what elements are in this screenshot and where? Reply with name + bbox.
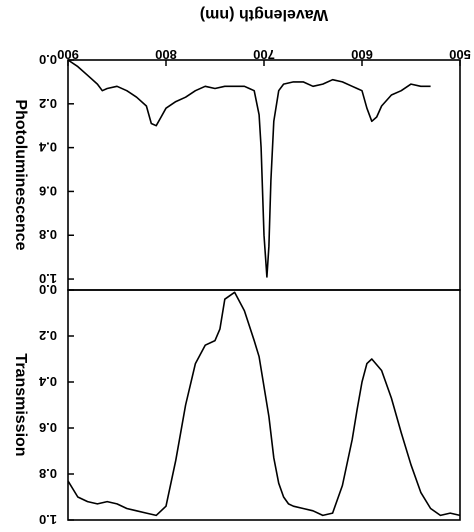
y-tick-label: 0.2: [39, 96, 57, 111]
x-axis-title: Wavelength (nm): [200, 6, 328, 23]
y-tick-label: 0.4: [38, 140, 57, 155]
x-tick-label: 900: [57, 47, 79, 62]
series-line-panel-1: [67, 59, 431, 278]
y-tick-label: 0.0: [39, 52, 57, 67]
y-tick-label: 0.8: [39, 466, 57, 481]
y-tick-label: 0.4: [38, 374, 57, 389]
y-tick-label: 0.6: [39, 420, 57, 435]
y-tick-label: 0.2: [39, 328, 57, 343]
x-tick-label: 800: [155, 47, 177, 62]
y-axis-title-2: Transmission: [12, 353, 29, 456]
x-tick-label: 500: [449, 47, 471, 62]
y-tick-label: 1.0: [39, 512, 57, 527]
y-axis-title-1: Photoluminescence: [12, 99, 29, 250]
panel-frame-1: [67, 59, 461, 291]
x-tick-label: 700: [253, 47, 275, 62]
x-tick-label: 600: [351, 47, 373, 62]
y-tick-label: 0.8: [39, 227, 57, 242]
y-tick-label: 0.6: [39, 183, 57, 198]
y-tick-label: 1.0: [39, 271, 57, 286]
y-tick-label: 0.0: [39, 282, 57, 297]
series-line-panel-2: [67, 291, 461, 517]
panel-frame-2: [67, 289, 461, 521]
